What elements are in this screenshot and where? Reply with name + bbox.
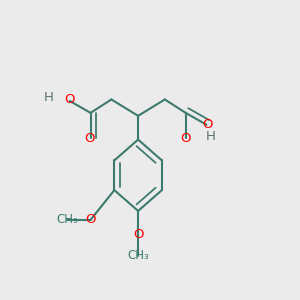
Text: H: H: [44, 92, 54, 104]
Text: O: O: [85, 213, 96, 226]
Text: O: O: [203, 118, 213, 131]
Text: H: H: [206, 130, 216, 143]
Text: CH₃: CH₃: [56, 213, 78, 226]
Text: CH₃: CH₃: [127, 249, 149, 262]
Text: O: O: [180, 132, 191, 145]
Text: O: O: [133, 228, 143, 241]
Text: O: O: [64, 93, 75, 106]
Text: O: O: [84, 132, 94, 145]
